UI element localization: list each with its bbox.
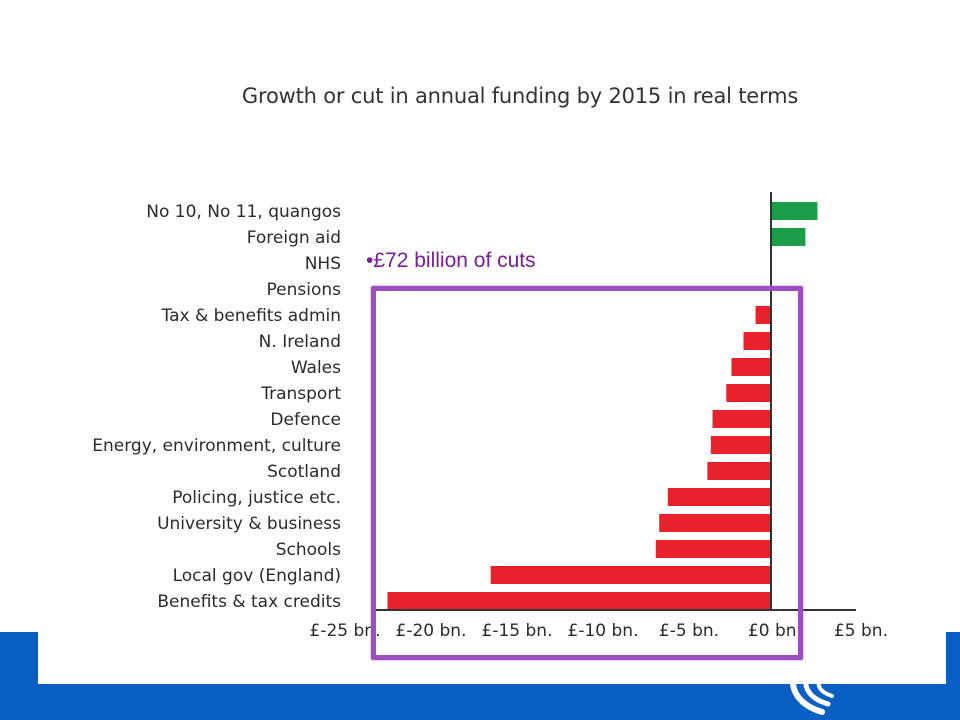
bar xyxy=(712,410,771,428)
bar xyxy=(490,566,771,584)
bar xyxy=(387,592,771,610)
category-label: NHS xyxy=(305,254,341,274)
bar xyxy=(655,540,771,558)
cuts-highlight-box xyxy=(371,286,803,660)
category-label: Policing, justice etc. xyxy=(172,488,341,508)
bar xyxy=(731,358,771,376)
x-tick-label: £5 bn. xyxy=(834,621,888,641)
category-label: Transport xyxy=(260,384,341,404)
category-label: University & business xyxy=(157,514,341,534)
bar xyxy=(659,514,771,532)
category-label: Pensions xyxy=(267,280,342,300)
x-tick-label: £-25 bn. xyxy=(310,621,381,641)
x-tick-label: £-15 bn. xyxy=(482,621,553,641)
bar xyxy=(755,306,771,324)
bar xyxy=(771,202,818,220)
bar xyxy=(726,384,771,402)
category-label: Wales xyxy=(291,358,341,378)
category-label: Tax & benefits admin xyxy=(161,306,342,326)
x-tick-label: £0 bn. xyxy=(748,621,802,641)
curved-lines-logo-icon xyxy=(790,668,834,715)
x-tick-label: £-10 bn. xyxy=(568,621,639,641)
category-label: No 10, No 11, quangos xyxy=(146,202,341,222)
cuts-annotation: •£72 billion of cuts xyxy=(366,249,536,272)
bar xyxy=(743,332,771,350)
x-tick-label: £-5 bn. xyxy=(659,621,719,641)
bar xyxy=(667,488,771,506)
category-label: Defence xyxy=(270,410,341,430)
category-label: Scotland xyxy=(267,462,341,482)
chart-title: Growth or cut in annual funding by 2015 … xyxy=(241,84,799,108)
category-label: N. Ireland xyxy=(259,332,341,352)
category-label: Schools xyxy=(276,540,341,560)
x-tick-label: £-20 bn. xyxy=(396,621,467,641)
category-label: Foreign aid xyxy=(247,228,341,248)
bar xyxy=(710,436,771,454)
bar xyxy=(707,462,771,480)
bar xyxy=(771,228,806,246)
category-label: Energy, environment, culture xyxy=(92,436,341,456)
category-label: Local gov (England) xyxy=(173,566,341,586)
category-label: Benefits & tax credits xyxy=(157,592,341,612)
